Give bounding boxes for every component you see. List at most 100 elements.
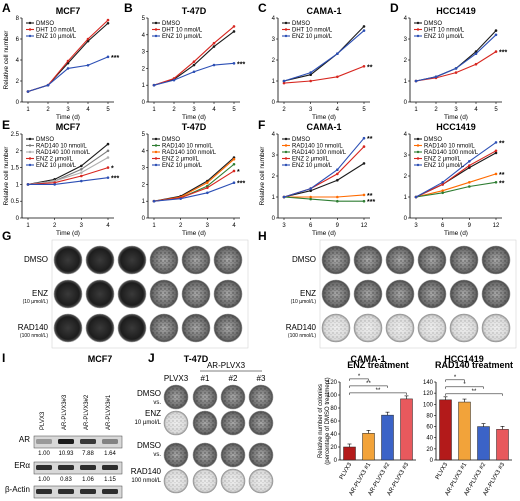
colony-plate (163, 410, 189, 436)
data-point (66, 59, 70, 63)
line-chart-e1: MCF7 1 2 3 4 0 0.5 1 1.5 2 2.5 Time (d) Relative cel… (3, 122, 119, 237)
data-point (309, 195, 312, 199)
x-axis-label: Time (d) (444, 230, 468, 237)
y-tick-label: 120 (327, 380, 338, 386)
y-tick-label: 2 (142, 66, 146, 72)
chart-title: ENZ treatment (347, 360, 409, 370)
data-point (80, 174, 83, 178)
x-tick-label: 4 (232, 223, 236, 229)
y-tick-label: 1.5 (11, 166, 20, 172)
column-label: PLVX3 (164, 374, 189, 383)
row-sublabel: (10 µmol/L) (291, 299, 317, 305)
legend-marker (416, 28, 420, 31)
data-point (26, 90, 30, 93)
row-label: ENZ (32, 289, 48, 298)
blot-band (58, 489, 74, 494)
colony-plate (481, 279, 511, 309)
blot-band (36, 439, 52, 444)
colony-plate (321, 245, 351, 275)
series-line (284, 194, 365, 198)
band-quantification: 1.15 (104, 477, 116, 483)
colony-plate (213, 245, 243, 275)
colony-plate (220, 468, 246, 494)
data-point (336, 168, 339, 171)
data-point (336, 178, 339, 182)
significance-mark: * (463, 382, 466, 388)
bar-chart-j2: RAD140 treatment020406080100120140PLVX3A… (423, 360, 513, 497)
y-tick-label: 4 (404, 16, 408, 22)
legend-marker (28, 34, 32, 38)
legend-entry: DMSO (292, 137, 310, 143)
band-quantification: 1.00 (38, 451, 50, 457)
y-tick-label: 2.5 (11, 132, 20, 138)
row-label: ENZ (300, 289, 316, 298)
data-point (232, 25, 236, 28)
y-axis-label-sub: (percentage of DMSO treatment) (325, 377, 331, 464)
data-point (206, 191, 209, 195)
group-label: AR-PLVX3 (207, 361, 246, 370)
blot-membrane (33, 485, 123, 499)
band-quantification: 7.88 (82, 451, 94, 457)
y-tick-label: 0.5 (11, 199, 20, 205)
x-axis-label: Time (d) (312, 230, 336, 237)
y-tick-label: 3 (272, 153, 276, 159)
legend-marker (284, 28, 288, 31)
y-tick-label: 0 (16, 100, 20, 106)
legend-marker (416, 150, 420, 154)
y-axis-label: Relative cell number (3, 146, 10, 206)
data-point (106, 149, 110, 153)
column-label: MCF7 (88, 354, 113, 364)
legend-marker (284, 34, 288, 38)
colony-plate (353, 245, 383, 275)
legend-entry: DMSO (36, 137, 54, 143)
row-sublabel: (10 µmol/L) (23, 299, 49, 305)
x-tick-label: 4 (106, 223, 110, 229)
data-point (66, 67, 70, 70)
colony-plate (149, 245, 179, 275)
chart-title: RAD140 treatment (435, 360, 513, 370)
band-quantification: 1.64 (104, 451, 116, 457)
category-label: PLVX3 (435, 461, 450, 480)
lane-label: PLVX3 (40, 411, 46, 430)
panel-label-d: D (390, 1, 399, 15)
x-tick-label: 3 (192, 107, 196, 113)
x-tick-label: 3 (206, 223, 210, 229)
blot-label: β-Actin (5, 485, 30, 494)
data-point (362, 193, 366, 197)
legend-marker (284, 150, 288, 154)
data-point (494, 141, 498, 144)
row-label: vs. (153, 452, 161, 458)
legend-marker (154, 34, 158, 38)
data-point (441, 183, 444, 186)
chart-title: CAMA-1 (307, 6, 342, 16)
bar (400, 398, 413, 461)
band-quantification: 10.93 (58, 451, 74, 457)
significance-bracket (349, 385, 388, 388)
panel-i-western-blot: PLVX3 AR-PLVX3#3 AR-PLVX3#2 AR-PLVX3#1 AR 1.0… (5, 394, 123, 499)
y-tick-label: 20 (330, 445, 337, 451)
y-tick-label: 100 (327, 393, 338, 399)
data-point (282, 79, 286, 83)
row-label: 10 µmol/L (135, 420, 162, 426)
data-point (232, 169, 236, 173)
significance-mark: *** (237, 181, 245, 188)
series-line (415, 141, 497, 198)
colony-plate (449, 313, 479, 343)
y-tick-label: 1 (142, 199, 146, 205)
colony-plate (149, 313, 179, 343)
y-tick-label: 2 (142, 182, 146, 188)
data-point (206, 181, 209, 185)
row-label: RAD140 (18, 323, 49, 332)
y-tick-label: 3 (142, 50, 146, 56)
x-tick-label: 3 (454, 107, 458, 113)
data-point (106, 55, 110, 59)
series-line (415, 150, 497, 198)
blot-band (80, 465, 96, 470)
legend-entry: DMSO (424, 21, 442, 27)
colony-plate (192, 468, 218, 494)
data-point (468, 166, 471, 169)
data-point (106, 142, 110, 146)
bar (477, 426, 490, 461)
